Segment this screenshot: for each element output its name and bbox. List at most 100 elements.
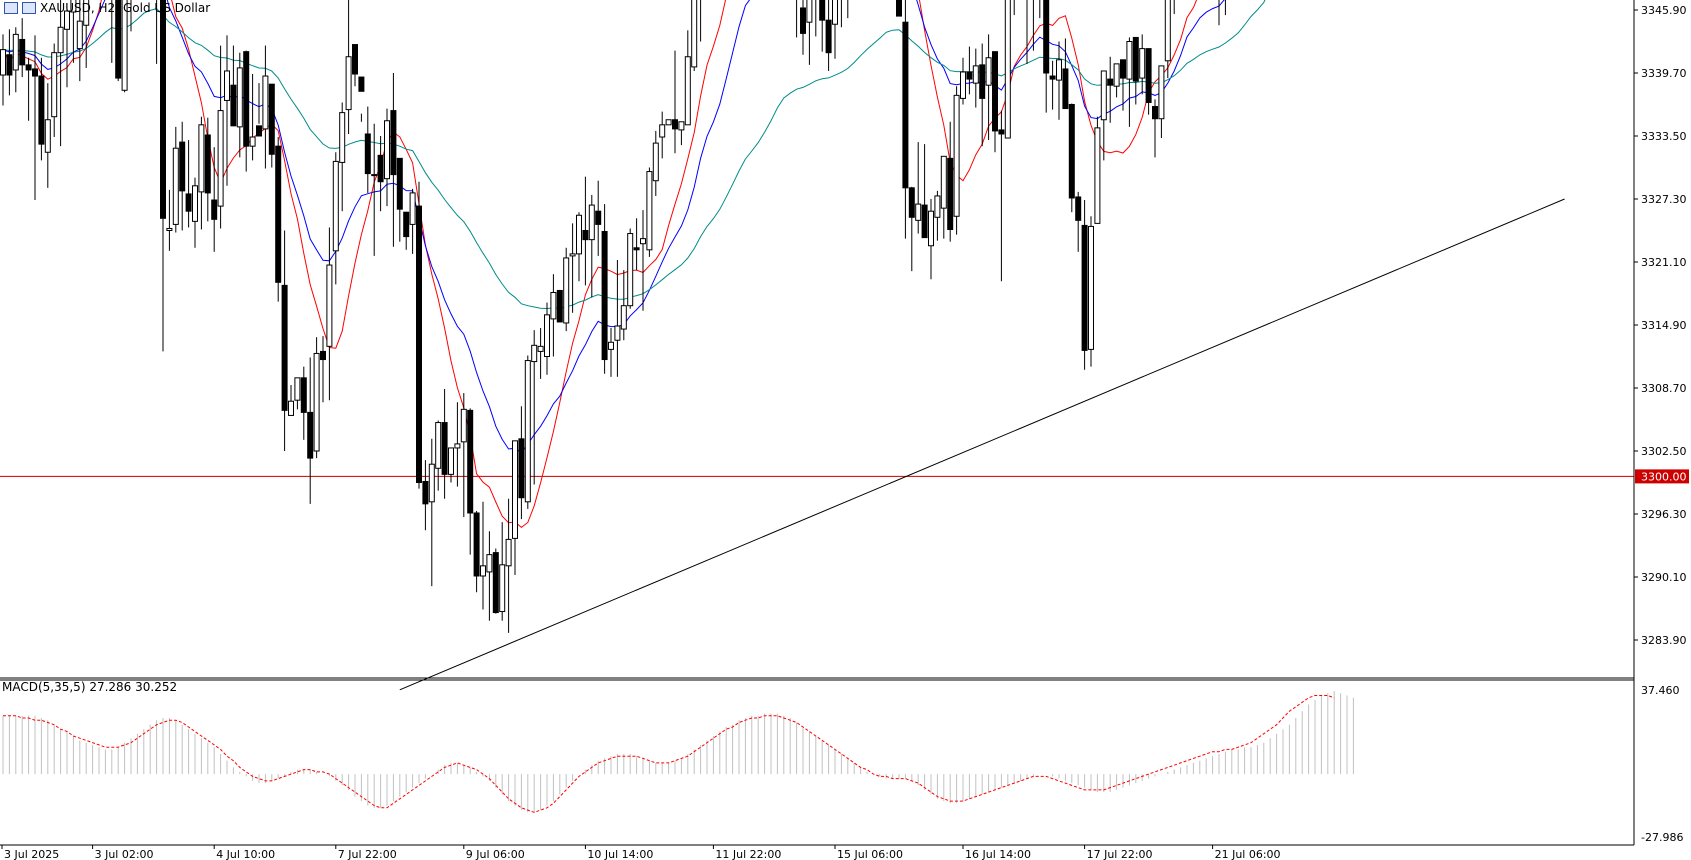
candle-body [166, 227, 173, 232]
candle [512, 440, 518, 575]
candle [300, 366, 307, 440]
candle [915, 142, 922, 234]
candle-body [947, 157, 954, 230]
candle [1152, 99, 1158, 158]
candle-body [275, 145, 282, 283]
candle-body [448, 447, 454, 475]
candle-body [352, 44, 358, 75]
candle-body [441, 422, 448, 475]
candle-body [908, 187, 915, 218]
candle-body [620, 305, 627, 330]
candle-body [467, 409, 474, 514]
candle-body [217, 110, 224, 207]
candle [64, 4, 70, 88]
chart-title-text: XAUUSD, H2: Gold US Dollar [40, 1, 211, 15]
candle-body [678, 121, 685, 131]
candle [652, 130, 659, 196]
candle-body [518, 438, 525, 499]
candle [524, 355, 531, 509]
candle-body [953, 94, 960, 217]
x-tick-label: 3 Jul 2025 [4, 848, 59, 860]
candle-body [224, 70, 230, 101]
candle-body [1088, 225, 1094, 350]
candle [550, 274, 557, 357]
candle [700, 0, 702, 42]
candle [640, 210, 646, 311]
candle-body [684, 56, 691, 126]
candle [83, 0, 90, 68]
candle [428, 438, 435, 587]
candle-body [934, 195, 941, 218]
candle [672, 50, 678, 154]
candle [111, 0, 113, 63]
candle [1145, 48, 1152, 115]
candle [847, 0, 849, 19]
candle-body [12, 33, 19, 71]
candle-body [19, 38, 26, 66]
candle [25, 57, 32, 121]
candle-body [1107, 78, 1114, 86]
candle [1164, 0, 1171, 79]
candle-body [582, 230, 589, 241]
candle [601, 204, 608, 374]
candle-body [1120, 59, 1126, 79]
y-tick-label: 3333.50 [1641, 130, 1687, 143]
candle [684, 30, 691, 126]
candle [563, 247, 570, 332]
candle-body [25, 64, 32, 71]
y-tick-label: 3345.90 [1641, 4, 1687, 17]
candle-body [480, 565, 486, 577]
candle-body [121, 0, 128, 91]
candle [339, 102, 346, 212]
candle [320, 336, 326, 403]
candle [115, 0, 122, 82]
y-tick-label: 3327.30 [1641, 193, 1687, 206]
candle [620, 270, 627, 341]
candle [6, 29, 13, 96]
x-tick-label: 7 Jul 22:00 [338, 848, 397, 860]
y-tick-label: 3321.10 [1641, 256, 1687, 269]
candle-body [390, 110, 397, 176]
candle [435, 420, 442, 491]
ma-fast-line [2, 0, 1198, 529]
candle [12, 27, 19, 93]
candle [840, 0, 842, 28]
candle [345, 0, 352, 134]
candle [1094, 116, 1101, 224]
candle-body [966, 71, 973, 80]
candle [1062, 38, 1069, 110]
candle-body [921, 204, 928, 239]
candle [121, 0, 128, 93]
y-tick-label: 3314.90 [1641, 319, 1687, 332]
candle-body [569, 253, 576, 257]
candle-body [64, 10, 70, 30]
candle [1224, 0, 1226, 16]
candle-body [646, 171, 653, 251]
candle [1088, 216, 1094, 367]
candle [627, 228, 634, 309]
candle-body [288, 400, 294, 416]
candle-body [691, 0, 698, 68]
candle-body [1132, 36, 1139, 82]
candle-body [928, 210, 934, 247]
candle [492, 548, 499, 614]
candle-body [44, 119, 51, 153]
candle-body [1113, 63, 1120, 87]
candle-body [160, 0, 166, 219]
candle-body [236, 67, 243, 128]
candle [902, 0, 909, 239]
candle-body [384, 120, 390, 180]
candle [192, 177, 198, 248]
candle [416, 181, 422, 489]
candle [441, 389, 448, 499]
candle-body [985, 57, 992, 86]
candle [156, 0, 158, 64]
x-tick-label: 11 Jul 22:00 [715, 848, 781, 860]
candle [499, 522, 506, 621]
candle [377, 136, 384, 212]
y-tick-label: 3339.70 [1641, 67, 1687, 80]
candle-body [115, 0, 122, 79]
candle [0, 34, 6, 106]
candle [38, 57, 45, 161]
